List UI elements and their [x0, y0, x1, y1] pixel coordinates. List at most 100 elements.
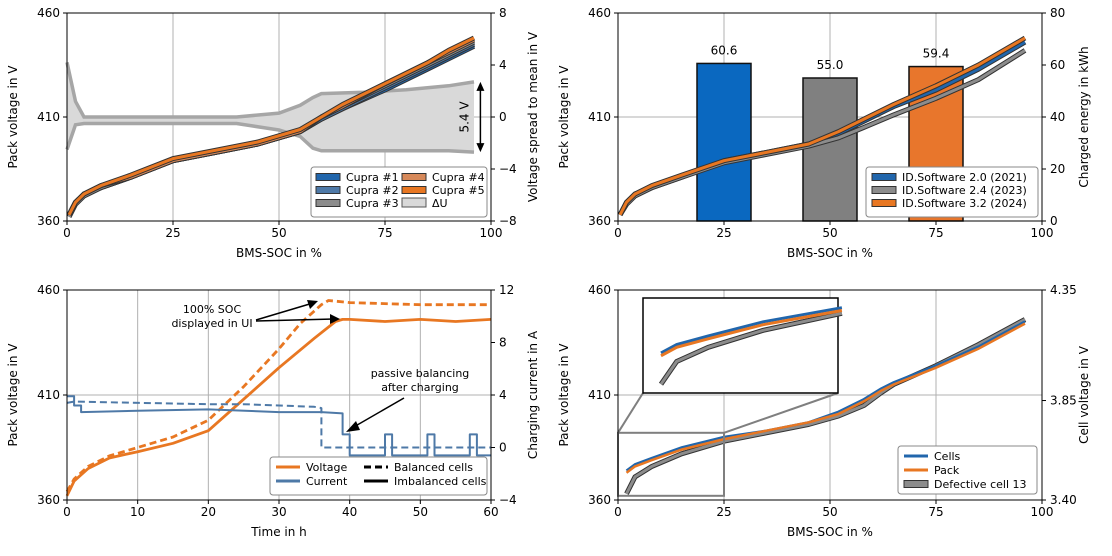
annotation-arrow-2 — [255, 318, 335, 322]
x-tick-label: 0 — [63, 505, 71, 519]
annotation-arrow-1 — [255, 302, 314, 321]
legend3-entry-voltage-label: Voltage — [306, 461, 347, 474]
legend1-entry-2: Cupra #2 — [315, 184, 399, 197]
x-tick-label: 75 — [928, 226, 943, 240]
y2-tick-label: 8 — [499, 6, 507, 20]
legend1-entry-3-swatch — [315, 199, 341, 207]
inset-series-1 — [660, 306, 843, 355]
legend-panel1 — [310, 166, 488, 218]
legend1-entry-2-label: Cupra #2 — [346, 184, 399, 197]
legend-panel4 — [897, 445, 1038, 495]
plot-frame-3 — [66, 289, 492, 501]
y-tick-label: 460 — [588, 6, 611, 20]
series-line-3 — [618, 36, 1026, 216]
legend1-entry-1-swatch — [315, 173, 341, 181]
y2-tick-label: 4 — [499, 58, 507, 72]
x-axis-label: BMS-SOC in % — [236, 246, 322, 260]
y2-tick-label: 60 — [1050, 58, 1065, 72]
x-tick-label: 100 — [1031, 505, 1054, 519]
legend3-entry-imbalanced: Imbalanced cells — [364, 475, 487, 488]
x-tick-label: 20 — [201, 505, 216, 519]
legend3-entry-imbalanced-label: Imbalanced cells — [394, 475, 487, 488]
annotation-balancing-line1: passive balancing — [371, 367, 470, 380]
spread-arrowhead-bottom — [476, 143, 485, 153]
zoom-connector-right — [723, 392, 839, 434]
x-axis-label: BMS-SOC in % — [787, 246, 873, 260]
x-tick-label: 25 — [165, 226, 180, 240]
zoom-connector-left — [617, 392, 644, 434]
x-tick-label: 60 — [483, 505, 498, 519]
legend4-entry-3: Defective cell 13 — [903, 478, 1027, 491]
series-line-2 — [625, 322, 1026, 474]
legend2-entry-2: ID.Software 2.4 (2023) — [871, 184, 1027, 197]
y-tick-label: 410 — [37, 388, 60, 402]
y-tick-label: 360 — [37, 214, 60, 228]
y2-tick-label: 3.85 — [1050, 394, 1077, 408]
legend1-entry-1: Cupra #1 — [315, 171, 399, 184]
x-tick-label: 25 — [716, 226, 731, 240]
y2-tick-label: 0 — [499, 441, 507, 455]
x-axis-label: Time in h — [250, 525, 307, 539]
panel1-marks: 5.4 V — [65, 35, 485, 218]
y2-axis-label: Charging current in A — [526, 330, 540, 459]
legend4-entry-3-swatch — [903, 480, 929, 488]
y2-axis-label: Charged energy in kWh — [1077, 46, 1091, 187]
y-tick-label: 410 — [588, 388, 611, 402]
bar-2 — [802, 77, 858, 222]
x-tick-label: 25 — [716, 505, 731, 519]
y-tick-label: 360 — [588, 214, 611, 228]
series-line-2 — [65, 317, 492, 497]
legend2-entry-1-label: ID.Software 2.0 (2021) — [902, 171, 1027, 184]
inset-series-3 — [659, 311, 843, 386]
y2-tick-label: −8 — [499, 214, 517, 228]
legend2-entry-1-swatch — [871, 173, 897, 181]
plot-frame-4 — [617, 289, 1043, 501]
plot-frame-1 — [66, 12, 492, 222]
y-tick-label: 460 — [588, 283, 611, 297]
y2-tick-label: −4 — [499, 493, 517, 507]
legend1-entry-3-label: Cupra #3 — [346, 197, 399, 210]
legend3-entry-balanced: Balanced cells — [364, 461, 473, 474]
series-line-4 — [67, 395, 491, 457]
spread-band — [67, 62, 474, 153]
legend1-entry-5-swatch — [401, 186, 427, 194]
x-tick-label: 75 — [928, 505, 943, 519]
y-axis-label: Pack voltage in V — [557, 343, 571, 447]
y-tick-label: 410 — [588, 110, 611, 124]
x-tick-label: 40 — [342, 505, 357, 519]
x-tick-label: 10 — [130, 505, 145, 519]
legend2-entry-2-label: ID.Software 2.4 (2023) — [902, 184, 1027, 197]
legend2-entry-3: ID.Software 3.2 (2024) — [871, 197, 1027, 210]
legend1-entry-2-swatch — [315, 186, 341, 194]
legend1-entry-4-swatch — [401, 173, 427, 181]
x-tick-label: 30 — [271, 505, 286, 519]
annotation-soc-line1: 100% SOC — [183, 303, 242, 316]
y-tick-label: 460 — [37, 6, 60, 20]
spread-band-upper — [65, 62, 475, 119]
annotation-arrow-3 — [351, 397, 405, 429]
annotation-balancing-line2: after charging — [381, 381, 459, 394]
y-axis-label: Pack voltage in V — [6, 65, 20, 169]
legend1-entry-6-label: ΔU — [432, 197, 448, 210]
y2-tick-label: 40 — [1050, 110, 1065, 124]
series-line-3 — [66, 400, 491, 449]
y2-tick-label: 4.35 — [1050, 283, 1077, 297]
bar-1 — [696, 62, 752, 222]
legend1-entry-6-swatch — [401, 197, 427, 208]
legend2-entry-3-swatch — [871, 199, 897, 207]
y2-tick-label: 80 — [1050, 6, 1065, 20]
y2-tick-label: 0 — [499, 110, 507, 124]
x-tick-label: 0 — [614, 505, 622, 519]
y-axis-label: Pack voltage in V — [6, 343, 20, 447]
plot-frame-2 — [617, 12, 1043, 222]
legend1-entry-6: ΔU — [401, 197, 448, 210]
bar-label-2: 55.0 — [817, 58, 844, 72]
legend3-entry-current: Current — [276, 475, 348, 488]
legend1-entry-4-label: Cupra #4 — [432, 171, 485, 184]
legend3-entry-balanced-label: Balanced cells — [394, 461, 473, 474]
bar-label-1: 60.6 — [711, 43, 738, 57]
y2-tick-label: −4 — [499, 162, 517, 176]
y-tick-label: 460 — [37, 283, 60, 297]
